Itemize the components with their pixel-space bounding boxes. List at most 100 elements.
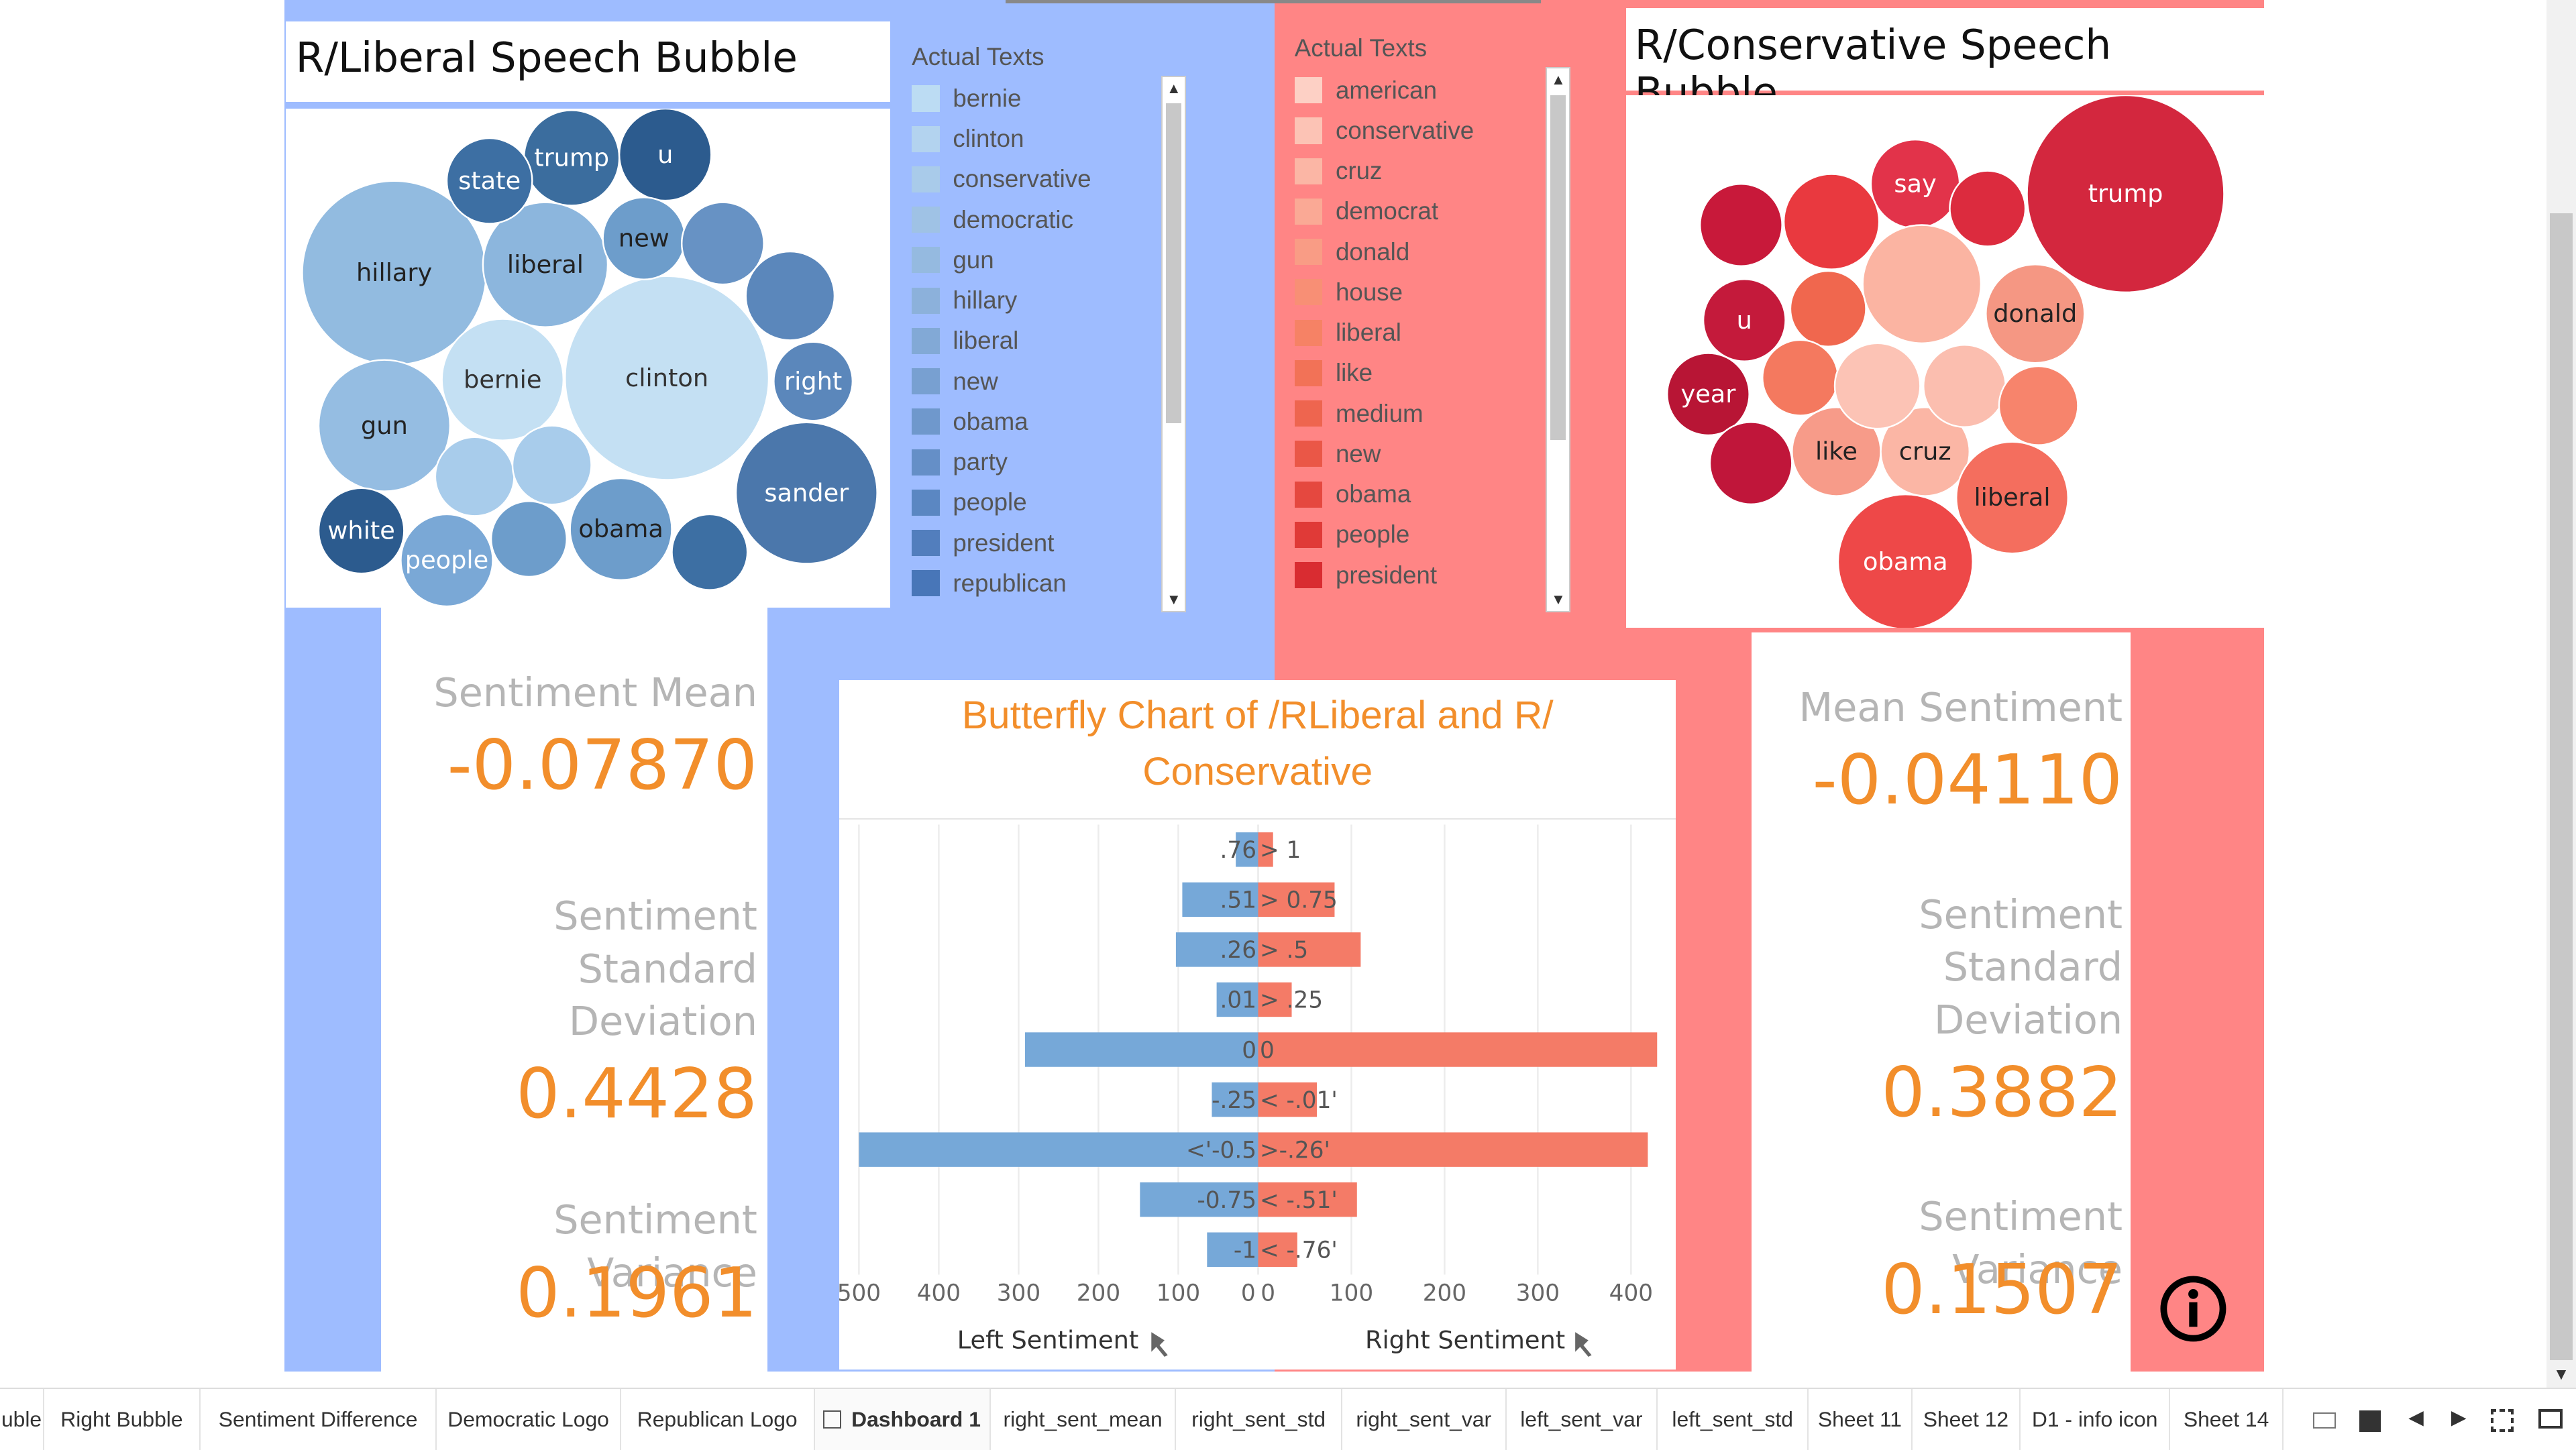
bubble-circle[interactable] (735, 421, 878, 565)
right-sentiment-bar[interactable] (1258, 1182, 1358, 1217)
left-sentiment-bar[interactable] (1176, 932, 1258, 967)
right-sentiment-bar[interactable] (1258, 1032, 1658, 1067)
bubble[interactable]: year (1666, 352, 1751, 437)
filmstrip-icon[interactable] (2313, 1412, 2337, 1429)
bubble-circle[interactable] (1880, 406, 1971, 497)
legend-item[interactable]: people (1294, 518, 1409, 551)
bubble[interactable]: liberal (482, 201, 609, 328)
legend-item[interactable]: republican (912, 567, 1067, 600)
bubble[interactable] (1709, 421, 1794, 506)
bubble[interactable]: new (602, 196, 686, 280)
sheet-tab[interactable]: Sheet 11 (1809, 1389, 1913, 1450)
bubble[interactable] (511, 425, 592, 506)
scroll-down-icon[interactable]: ▼ (2553, 1365, 2570, 1384)
bubble[interactable] (1862, 224, 1982, 345)
bubble[interactable]: obama (1837, 493, 1974, 630)
sheet-tab[interactable]: Sheet 14 (2170, 1389, 2284, 1450)
right-sentiment-bar[interactable] (1258, 1232, 1298, 1267)
bubble[interactable] (490, 500, 568, 577)
bubble-circle[interactable] (564, 275, 770, 481)
bubble-circle[interactable] (1709, 421, 1794, 506)
bubble-circle[interactable] (1666, 352, 1751, 437)
next-sheet-icon[interactable]: ▶ (2451, 1406, 2467, 1429)
sheet-tab[interactable]: Sentiment Difference (201, 1389, 437, 1450)
bubble[interactable]: right (773, 341, 854, 422)
bubble-circle[interactable] (441, 317, 565, 441)
right-sentiment-bar[interactable] (1258, 1082, 1318, 1117)
bubble-circle[interactable] (773, 341, 854, 422)
bubble-circle[interactable] (1783, 173, 1880, 270)
right-sentiment-bar[interactable] (1258, 1132, 1648, 1167)
bubble[interactable] (671, 513, 749, 591)
bubble[interactable]: trump (523, 109, 621, 207)
legend-item[interactable]: president (912, 526, 1054, 559)
legend-item[interactable]: new (912, 365, 998, 398)
info-icon[interactable] (2159, 1274, 2228, 1343)
sheet-tab[interactable]: Dashboard 1 (814, 1389, 991, 1450)
legend-item[interactable]: conservative (1294, 114, 1474, 147)
left-sentiment-bar[interactable] (1207, 1232, 1258, 1267)
legend-item[interactable]: clinton (912, 123, 1024, 156)
bubble[interactable]: say (1870, 138, 1961, 229)
legend-item[interactable]: hillary (912, 284, 1017, 317)
bubble[interactable]: hillary (301, 180, 488, 366)
legend-item[interactable]: conservative (912, 163, 1091, 196)
bubble[interactable]: clinton (564, 275, 770, 481)
legend-item[interactable]: gun (912, 243, 994, 276)
sheet-tab[interactable]: uble (0, 1389, 45, 1450)
bubble-circle[interactable] (1790, 270, 1868, 347)
right-bubble-chart[interactable]: trump say donald u year like cruz liberal obama (1626, 94, 2264, 630)
left-sentiment-bar[interactable] (1182, 882, 1258, 917)
sheet-tab[interactable]: right_sent_mean (991, 1389, 1177, 1450)
bubble-circle[interactable] (490, 500, 568, 577)
bubble[interactable] (1790, 270, 1868, 347)
bubble-circle[interactable] (745, 250, 836, 341)
left-sentiment-bar[interactable] (1025, 1032, 1258, 1067)
bubble[interactable]: cruz (1880, 406, 1971, 497)
bubble[interactable]: people (400, 513, 494, 607)
bubble[interactable]: gun (317, 359, 451, 492)
bubble[interactable] (1998, 365, 2080, 446)
bubble[interactable]: bernie (441, 317, 565, 441)
bubble-circle[interactable] (619, 107, 712, 201)
left-sentiment-bar[interactable] (1212, 1082, 1258, 1117)
previous-sheet-icon[interactable]: ◀ (2408, 1406, 2424, 1429)
legend-item[interactable]: party (912, 446, 1008, 479)
scroll-thumb[interactable] (1550, 95, 1566, 440)
thumbnail-icon[interactable] (2359, 1410, 2381, 1433)
legend-item[interactable]: democrat (1294, 195, 1438, 228)
sheet-tab[interactable]: right_sent_std (1176, 1389, 1342, 1450)
sheet-tab[interactable]: left_sent_std (1658, 1389, 1809, 1450)
bubble-circle[interactable] (1949, 170, 2027, 247)
sheet-tab[interactable]: Democratic Logo (437, 1389, 621, 1450)
bubble[interactable]: donald (1985, 264, 2086, 364)
legend-item[interactable]: like (1294, 357, 1373, 390)
bubble-circle[interactable] (681, 201, 765, 285)
scroll-up-icon[interactable]: ▲ (1166, 79, 1181, 97)
bubble-circle[interactable] (400, 513, 494, 607)
legend-item[interactable]: obama (912, 405, 1028, 438)
bubble-circle[interactable] (1703, 278, 1787, 362)
legend-item[interactable]: new (1294, 437, 1381, 470)
bubble-circle[interactable] (671, 513, 749, 591)
bubble-circle[interactable] (317, 487, 405, 574)
bubble[interactable]: u (1703, 278, 1787, 362)
bubble-circle[interactable] (445, 137, 533, 225)
bubble[interactable] (1923, 344, 2007, 428)
left-sentiment-bar[interactable] (859, 1132, 1258, 1167)
scroll-down-icon[interactable]: ▼ (1550, 591, 1566, 608)
bubble-circle[interactable] (434, 436, 515, 517)
legend-item[interactable]: liberal (1294, 317, 1401, 349)
bubble[interactable]: like (1791, 406, 1882, 497)
legend-item[interactable]: democratic (912, 203, 1073, 236)
scroll-down-icon[interactable]: ▼ (1166, 591, 1181, 608)
legend-item[interactable]: obama (1294, 478, 1411, 511)
bubble[interactable] (681, 201, 765, 285)
bubble[interactable] (1699, 183, 1784, 267)
right-bubble-svg[interactable]: trump say donald u year like cruz liberal obama (1626, 94, 2263, 630)
pin-icon[interactable] (1575, 1332, 1593, 1357)
right-sentiment-bar[interactable] (1258, 932, 1361, 967)
legend-item[interactable]: donald (1294, 235, 1409, 268)
sheet-tab[interactable]: Right Bubble (44, 1389, 201, 1450)
bubble[interactable] (745, 250, 836, 341)
